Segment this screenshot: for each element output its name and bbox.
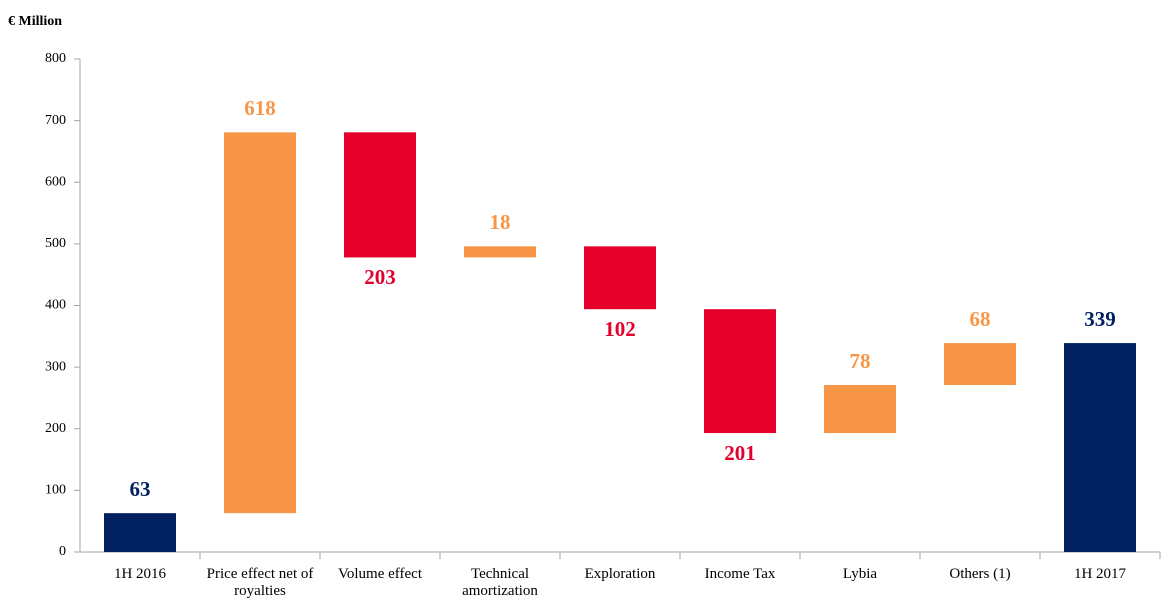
- y-tick-label: 500: [45, 236, 66, 251]
- bar: [464, 246, 536, 258]
- x-tick-label: 1H 2016: [113, 566, 167, 582]
- value-label: 18: [490, 210, 511, 234]
- value-label: 102: [604, 317, 636, 341]
- value-label: 78: [850, 349, 871, 373]
- x-tick-label: Price effect net of royalties: [206, 566, 314, 599]
- y-axis-title: € Million: [8, 14, 62, 29]
- y-tick-label: 200: [45, 421, 66, 436]
- x-tick-label: 1H 2017: [1073, 566, 1127, 582]
- y-tick-label: 0: [59, 544, 66, 559]
- y-tick-label: 700: [45, 113, 66, 128]
- bar: [224, 132, 296, 514]
- bar: [824, 384, 896, 434]
- value-label: 68: [970, 307, 991, 331]
- value-label: 63: [130, 477, 151, 501]
- y-tick-label: 300: [45, 359, 66, 374]
- value-label: 203: [364, 265, 396, 289]
- y-tick-label: 600: [45, 174, 66, 189]
- x-tick-label: Volume effect: [337, 566, 422, 582]
- value-label: 339: [1084, 307, 1116, 331]
- x-tick-label: Income Tax: [704, 566, 776, 582]
- x-tick-label: Technical amortization: [462, 566, 538, 599]
- bar: [944, 343, 1016, 385]
- bar: [104, 513, 176, 552]
- value-label: 201: [724, 441, 756, 465]
- value-label: 618: [244, 96, 276, 120]
- bar: [584, 246, 656, 310]
- bar: [344, 132, 416, 258]
- x-tick-label: Others (1): [949, 566, 1011, 582]
- x-tick-label: Exploration: [584, 566, 656, 582]
- y-tick-label: 100: [45, 483, 66, 498]
- y-tick-label: 400: [45, 298, 66, 313]
- y-tick-label: 800: [45, 51, 66, 66]
- bar: [1064, 343, 1136, 552]
- x-tick-label: Lybia: [842, 566, 878, 582]
- bar: [704, 309, 776, 434]
